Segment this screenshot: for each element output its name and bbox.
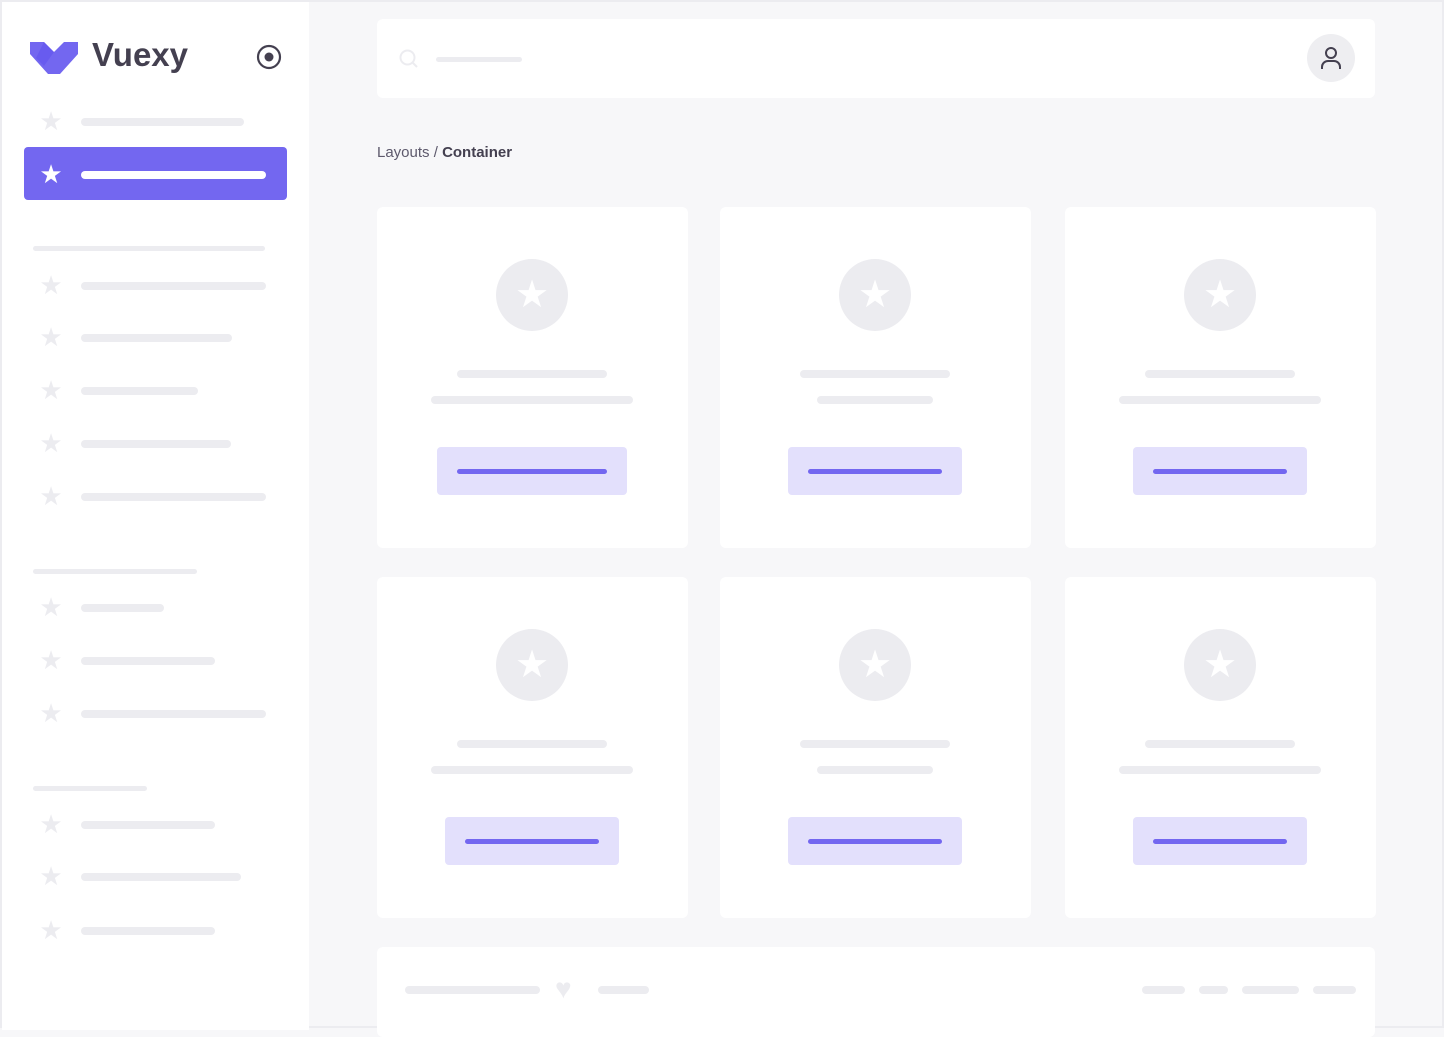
vuexy-logo-icon bbox=[30, 42, 78, 74]
sidebar: Vuexy ★ ★ ★ ★ ★ ★ ★ ★ ★ ★ ★ ★ ★ bbox=[2, 2, 309, 1030]
footer-text bbox=[598, 986, 649, 994]
nav-item[interactable] bbox=[81, 821, 215, 829]
section-header bbox=[33, 786, 147, 791]
nav-item[interactable] bbox=[81, 657, 215, 665]
footer: ♥ bbox=[377, 947, 1375, 1037]
footer-link[interactable] bbox=[1242, 986, 1299, 994]
star-icon: ★ bbox=[39, 698, 63, 728]
nav-item[interactable] bbox=[81, 710, 266, 718]
nav-item[interactable] bbox=[81, 334, 232, 342]
nav-item-active[interactable]: ★ bbox=[24, 147, 287, 200]
brand-name: Vuexy bbox=[92, 36, 189, 73]
card-text bbox=[1119, 766, 1321, 774]
breadcrumb-current: Container bbox=[442, 144, 513, 161]
footer-link[interactable] bbox=[1313, 986, 1356, 994]
star-icon: ★ bbox=[496, 259, 568, 331]
star-icon: ★ bbox=[839, 259, 911, 331]
nav-item[interactable] bbox=[81, 282, 266, 290]
star-icon: ★ bbox=[39, 322, 63, 352]
avatar[interactable] bbox=[1307, 34, 1355, 82]
card: ★ bbox=[1065, 207, 1376, 548]
card-button[interactable] bbox=[445, 817, 619, 865]
star-icon: ★ bbox=[1184, 259, 1256, 331]
footer-link[interactable] bbox=[1199, 986, 1228, 994]
star-icon: ★ bbox=[39, 915, 63, 945]
card: ★ bbox=[1065, 577, 1376, 918]
navbar bbox=[377, 19, 1375, 98]
star-icon: ★ bbox=[496, 629, 568, 701]
nav-item[interactable] bbox=[81, 493, 266, 501]
star-icon: ★ bbox=[39, 481, 63, 511]
star-icon: ★ bbox=[39, 428, 63, 458]
card-button[interactable] bbox=[788, 817, 962, 865]
card-text bbox=[817, 396, 933, 404]
card-text bbox=[1119, 396, 1321, 404]
nav-item-label bbox=[81, 171, 266, 179]
card-button[interactable] bbox=[1133, 817, 1307, 865]
nav-item[interactable] bbox=[81, 387, 198, 395]
card-title bbox=[800, 740, 950, 748]
nav-item[interactable] bbox=[81, 927, 215, 935]
user-icon bbox=[1321, 47, 1341, 69]
section-header bbox=[33, 569, 197, 574]
star-icon: ★ bbox=[839, 629, 911, 701]
radio-circle-icon[interactable] bbox=[256, 44, 282, 70]
star-icon: ★ bbox=[1184, 629, 1256, 701]
star-icon: ★ bbox=[39, 270, 63, 300]
footer-link[interactable] bbox=[1142, 986, 1185, 994]
heart-icon: ♥ bbox=[555, 973, 572, 1004]
card-title bbox=[1145, 740, 1295, 748]
card-button[interactable] bbox=[788, 447, 962, 495]
card: ★ bbox=[720, 207, 1031, 548]
card-title bbox=[1145, 370, 1295, 378]
breadcrumb-parent[interactable]: Layouts bbox=[377, 144, 430, 161]
card-button[interactable] bbox=[1133, 447, 1307, 495]
footer-text bbox=[405, 986, 540, 994]
star-icon: ★ bbox=[39, 809, 63, 839]
nav-item[interactable] bbox=[81, 440, 231, 448]
card-button[interactable] bbox=[437, 447, 627, 495]
star-icon: ★ bbox=[39, 645, 63, 675]
breadcrumb-separator: / bbox=[429, 144, 443, 161]
card-title bbox=[457, 740, 607, 748]
nav-item[interactable] bbox=[81, 604, 164, 612]
card-text bbox=[431, 766, 633, 774]
star-icon: ★ bbox=[39, 159, 63, 189]
nav-item[interactable] bbox=[81, 873, 241, 881]
card: ★ bbox=[377, 577, 688, 918]
star-icon: ★ bbox=[39, 861, 63, 891]
card-text bbox=[431, 396, 633, 404]
section-header bbox=[33, 246, 265, 251]
search-icon[interactable] bbox=[399, 49, 419, 69]
breadcrumb: Layouts / Container bbox=[377, 144, 512, 161]
nav-item[interactable] bbox=[81, 118, 244, 126]
card-title bbox=[800, 370, 950, 378]
card: ★ bbox=[377, 207, 688, 548]
star-icon: ★ bbox=[39, 592, 63, 622]
card-text bbox=[817, 766, 933, 774]
search-input[interactable] bbox=[436, 57, 522, 62]
star-icon: ★ bbox=[39, 106, 63, 136]
card: ★ bbox=[720, 577, 1031, 918]
card-title bbox=[457, 370, 607, 378]
star-icon: ★ bbox=[39, 375, 63, 405]
